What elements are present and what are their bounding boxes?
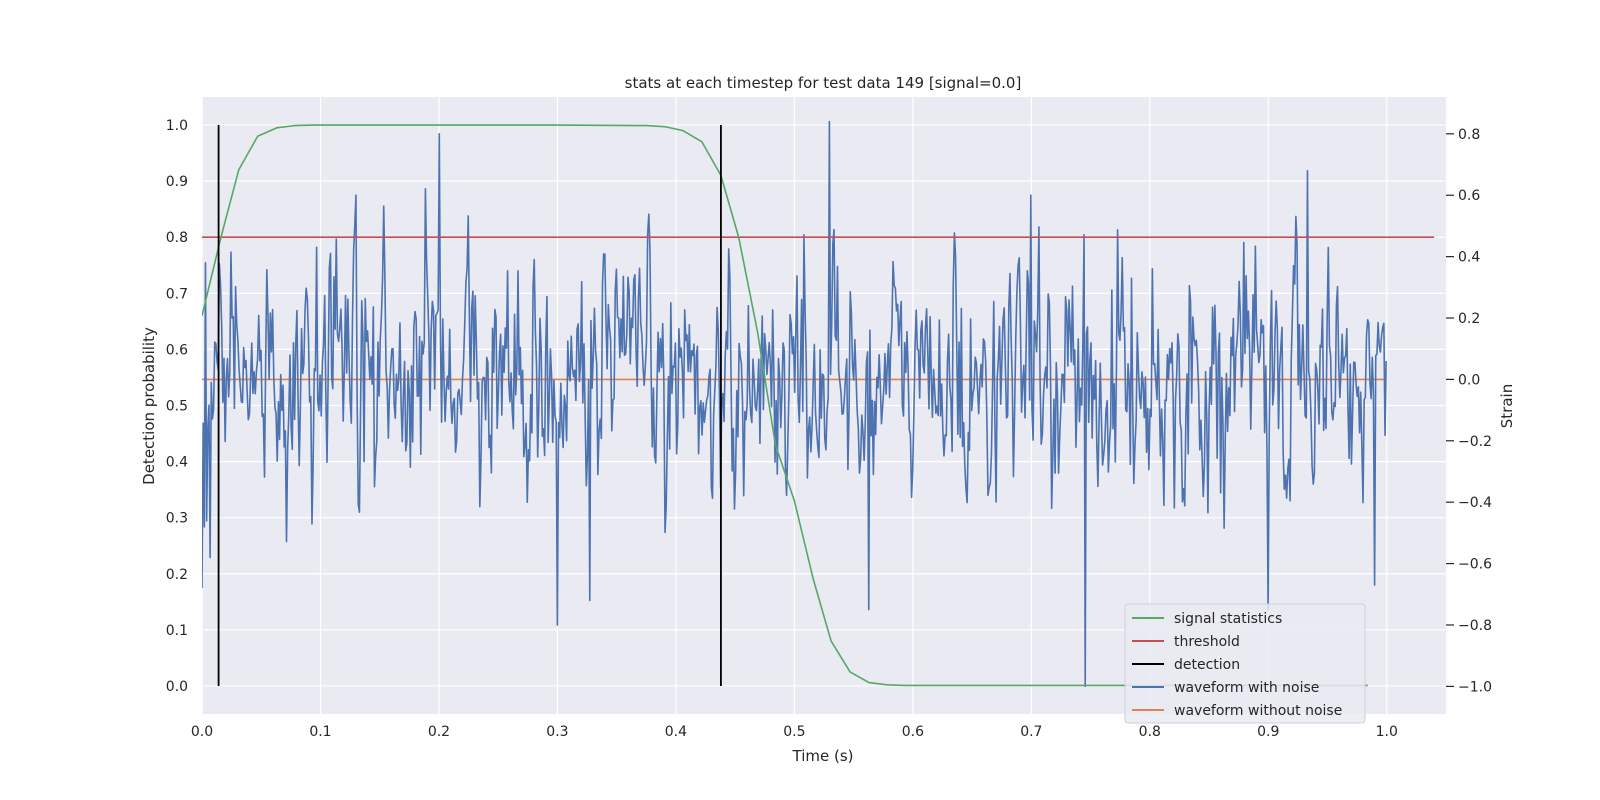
x-tick-label: 0.7	[1020, 724, 1042, 740]
y-left-tick-labels: 0.0 0.1 0.2 0.3 0.4 0.5 0.6 0.7 0.8 0.9 1.0	[166, 118, 188, 695]
chart-title: stats at each timestep for test data 149…	[625, 74, 1022, 92]
y-right-axis-title: Strain	[1498, 384, 1516, 428]
y-right-tick-label: 0.6	[1458, 188, 1480, 204]
y-left-tick-label: 0.0	[166, 679, 188, 695]
y-left-tick-label: 1.0	[166, 118, 188, 134]
legend-label: waveform with noise	[1174, 680, 1319, 696]
legend-box	[1124, 603, 1366, 724]
series-waveform-with-noise	[202, 120, 1387, 688]
series-detection	[217, 125, 722, 686]
plot-clip-group	[202, 120, 1435, 688]
legend-label: detection	[1174, 657, 1240, 673]
y-left-tick-label: 0.6	[166, 342, 188, 358]
y-right-tick-label: −1.0	[1458, 679, 1492, 695]
y-left-tick-label: 0.7	[166, 286, 188, 302]
y-right-tick-label: 0.0	[1458, 372, 1480, 388]
legend: signal statistics threshold detection wavef…	[1124, 603, 1366, 724]
y-right-tick-label: −0.2	[1458, 434, 1492, 450]
x-tick-label: 0.0	[191, 724, 213, 740]
y-right-tick-label: −0.4	[1458, 495, 1492, 511]
x-tick-label: 0.1	[309, 724, 331, 740]
x-tick-label: 0.4	[665, 724, 687, 740]
x-tick-label: 0.3	[546, 724, 568, 740]
y-left-tick-label: 0.1	[166, 623, 188, 639]
series-line-waveform-with-noise	[202, 120, 1387, 688]
x-tick-label: 0.9	[1257, 724, 1279, 740]
x-tick-labels: 0.0 0.1 0.2 0.3 0.4 0.5 0.6 0.7 0.8 0.9 1.0	[191, 724, 1398, 740]
y-left-axis-title: Detection probability	[140, 327, 158, 485]
x-tick-label: 1.0	[1376, 724, 1398, 740]
x-axis-title: Time (s)	[792, 747, 854, 765]
y-left-tick-label: 0.8	[166, 230, 188, 246]
y-left-tick-label: 0.2	[166, 567, 188, 583]
y-right-tick-labels: −1.0 −0.8 −0.6 −0.4 −0.2 0.0 0.2 0.4 0.6 0.8	[1446, 127, 1492, 695]
legend-label: waveform without noise	[1174, 703, 1342, 719]
y-right-tick-label: 0.8	[1458, 127, 1480, 143]
y-left-tick-label: 0.4	[166, 455, 188, 471]
legend-label: threshold	[1174, 634, 1240, 650]
y-left-tick-label: 0.3	[166, 511, 188, 527]
legend-label: signal statistics	[1174, 611, 1282, 627]
x-tick-label: 0.8	[1139, 724, 1161, 740]
x-tick-label: 0.2	[428, 724, 450, 740]
x-tick-label: 0.5	[783, 724, 805, 740]
x-tick-label: 0.6	[902, 724, 924, 740]
y-left-tick-label: 0.9	[166, 174, 188, 190]
y-right-tick-label: −0.8	[1458, 618, 1492, 634]
y-left-tick-label: 0.5	[166, 399, 188, 415]
y-right-tick-label: −0.6	[1458, 557, 1492, 573]
y-right-tick-label: 0.2	[1458, 311, 1480, 327]
y-right-tick-label: 0.4	[1458, 250, 1480, 266]
